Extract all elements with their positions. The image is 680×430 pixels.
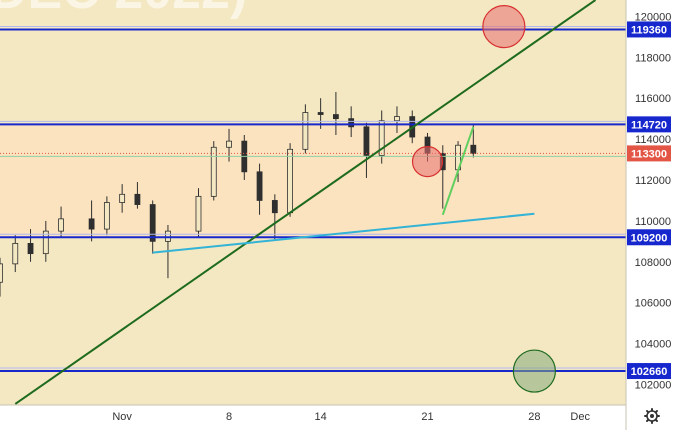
wedge-trendline [441, 126, 475, 216]
candle-body [271, 200, 278, 214]
candle [394, 106, 400, 133]
y-tick-label: 110000 [635, 216, 671, 228]
x-tick-label: 28 [528, 411, 540, 423]
candle-body [317, 112, 324, 115]
candle-body [58, 218, 64, 232]
y-tick-label: 114000 [635, 134, 671, 146]
markers [411, 4, 556, 393]
x-tick-label: Nov [112, 411, 132, 423]
candle [302, 104, 309, 154]
long-trendline [14, 0, 597, 405]
target-bottom-marker [512, 349, 556, 393]
current-circle-marker [411, 145, 444, 178]
candle-body [27, 243, 34, 255]
price-label: 119360 [627, 21, 671, 38]
price-label: 102660 [627, 363, 671, 380]
candles [0, 92, 477, 297]
y-tick-label: 108000 [635, 257, 672, 269]
candle [256, 163, 263, 215]
candle [134, 182, 141, 209]
candle [12, 235, 19, 273]
price-label-text: 113300 [631, 148, 667, 160]
price-label: 114720 [627, 116, 671, 133]
candle [0, 257, 3, 297]
price-label-box [627, 21, 671, 38]
y-tick-label: 112000 [635, 175, 671, 187]
price-label-text: 109200 [631, 232, 668, 244]
time-axis-background [0, 405, 680, 430]
candle [363, 122, 370, 178]
candle [210, 141, 217, 201]
price-label: 113300 [627, 145, 671, 162]
price-label-box [627, 363, 671, 380]
candle-body [470, 144, 477, 154]
candle-body [134, 193, 141, 205]
settings-button[interactable] [644, 408, 660, 424]
candle [103, 196, 110, 236]
candle-body [256, 171, 263, 201]
price-label-text: 114720 [631, 119, 667, 131]
candle [195, 188, 202, 238]
x-tick-label: 21 [421, 411, 433, 423]
price-label-box [627, 116, 671, 133]
candle-body [12, 243, 19, 265]
price-label: 109200 [627, 229, 671, 246]
x-tick-label: 14 [315, 411, 327, 423]
candle [333, 92, 339, 135]
price-axis-background [626, 0, 680, 430]
candle-body [119, 193, 126, 203]
y-tick-label: 116000 [635, 93, 671, 105]
candle [42, 220, 49, 262]
candle-body [149, 204, 156, 242]
candle [58, 206, 64, 238]
candle-body [363, 126, 370, 156]
gear-icon [644, 408, 660, 424]
candle-body [378, 120, 385, 156]
candle-body [88, 218, 95, 230]
level-line [0, 120, 626, 126]
candle-body [226, 140, 232, 148]
candle-body [0, 263, 3, 283]
lower-trendline [152, 212, 535, 254]
chart-watermark: DEC 2022) [0, 0, 247, 20]
candle-body [302, 112, 309, 150]
x-tick-label: 8 [226, 411, 232, 423]
price-axis: 102000 104000 106000 108000 110000 112000 1140… [635, 11, 672, 391]
candle-body [165, 230, 171, 242]
candle [119, 184, 126, 213]
candle-body [394, 116, 400, 122]
price-label-text: 102660 [631, 366, 668, 378]
candle [378, 110, 385, 164]
price-label-box [627, 229, 671, 246]
y-tick-label: 120000 [635, 11, 672, 23]
price-labels: 119360 114720 113300 109200 102660 [627, 21, 671, 380]
candle-body [287, 148, 293, 214]
y-tick-label: 104000 [635, 339, 672, 351]
y-tick-label: 102000 [635, 380, 672, 392]
price-label-text: 119360 [631, 24, 667, 36]
candle-body [333, 114, 339, 120]
target-top-marker [482, 4, 526, 49]
candle-body [195, 195, 202, 232]
candle [271, 194, 278, 240]
candle-body [348, 118, 355, 128]
candle [149, 200, 156, 254]
trendlines [14, 0, 597, 405]
time-axis: Nov 8 14 21 28 Dec [112, 411, 590, 423]
y-tick-label: 118000 [635, 52, 671, 64]
candle-body [210, 146, 217, 197]
candle [470, 124, 477, 158]
candle-body [103, 202, 110, 230]
x-tick-label: Dec [570, 411, 590, 423]
price-label-box [627, 145, 671, 162]
candle [287, 143, 293, 217]
y-tick-label: 106000 [635, 298, 672, 310]
candle-body [42, 230, 49, 255]
